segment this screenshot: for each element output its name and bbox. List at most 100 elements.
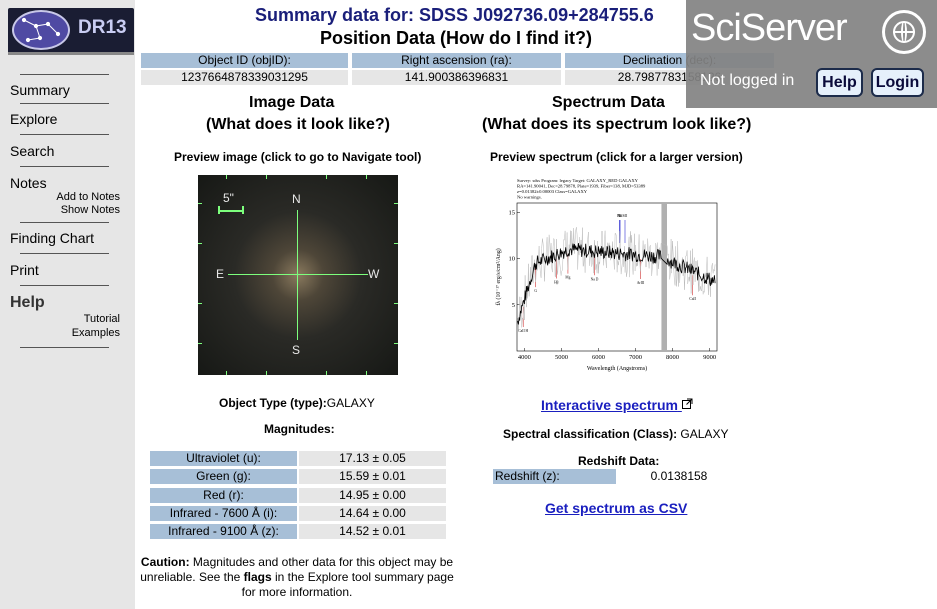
image-data-title: Image Data <box>249 94 335 111</box>
masked-region <box>661 203 667 351</box>
nav-print[interactable]: Print <box>10 262 39 278</box>
x-tick-label: 9000 <box>703 354 716 361</box>
nav-divider <box>20 253 109 254</box>
redshift-title: Redshift Data: <box>578 454 660 468</box>
mag-label-z: Infrared - 9100 Å (z): <box>150 524 297 539</box>
nav-examples[interactable]: Examples <box>71 327 120 339</box>
nav-add-to-notes[interactable]: Add to Notes <box>56 191 120 203</box>
summary-title: Summary data for: SDSS J092736.09+284755… <box>255 5 654 25</box>
external-link-icon <box>681 398 693 409</box>
preview-image-caption: Preview image (click to go to Navigate t… <box>174 150 422 164</box>
nav-divider <box>20 347 109 348</box>
redshift-label: Redshift (z): <box>493 469 616 484</box>
mag-label-r: Red (r): <box>150 488 297 503</box>
spectral-line-label: Mg <box>565 276 570 280</box>
magnitudes-title: Magnitudes: <box>264 422 335 436</box>
crosshair-vertical <box>297 210 298 340</box>
interactive-spectrum-link[interactable]: Interactive spectrum <box>541 397 693 413</box>
x-tick-label: 4000 <box>518 354 531 361</box>
mag-label-u: Ultraviolet (u): <box>150 451 297 466</box>
spectrum-noise <box>517 227 716 331</box>
caution-text: tool summary page for more information. <box>241 570 454 599</box>
spectral-class: Spectral classification (Class): GALAXY <box>503 427 728 441</box>
spectrum-header-line: z=0.01382±0.00003 Class=GALAXY <box>517 189 588 194</box>
constellation-icon <box>12 10 70 50</box>
y-tick-label: 5 <box>512 302 515 309</box>
nav-finding-chart[interactable]: Finding Chart <box>10 230 95 246</box>
flags-link[interactable]: flags <box>243 570 272 584</box>
spectral-line-label: ArIII <box>637 281 645 285</box>
y-axis-label: fλ (10⁻¹⁷ erg/s/cm²/Ang) <box>495 248 502 305</box>
x-tick-label: 5000 <box>555 354 568 361</box>
spectral-line-label: NII <box>618 214 624 218</box>
nav-divider <box>20 285 109 286</box>
nav-divider <box>20 103 109 104</box>
globe-icon <box>882 10 926 54</box>
caution-text: in the <box>271 570 308 584</box>
spectrum-data-title: Spectrum Data <box>552 94 665 111</box>
login-button[interactable]: Login <box>871 68 924 97</box>
plot-frame <box>516 202 718 352</box>
scale-bar-end <box>242 206 244 214</box>
compass-north: N <box>292 192 301 206</box>
nav-explore[interactable]: Explore <box>10 111 58 127</box>
mag-value-z: 14.52 ± 0.01 <box>299 524 446 539</box>
interactive-spectrum-text[interactable]: Interactive spectrum <box>541 397 678 413</box>
spectrum-csv-link[interactable]: Get spectrum as CSV <box>545 500 688 516</box>
spectral-line-label: Hβ <box>554 280 559 284</box>
object-type-value: GALAXY <box>326 396 375 410</box>
x-tick-label: 8000 <box>666 354 679 361</box>
compass-east: E <box>216 267 225 281</box>
objid-value: 1237664878339031295 <box>141 70 348 85</box>
scale-label: 5" <box>223 191 234 205</box>
preview-spectrum[interactable]: Survey: sdss Program: legacy Target: GAL… <box>487 175 722 375</box>
spectral-line-label: CaII H <box>518 329 528 333</box>
compass-west: W <box>368 267 380 281</box>
sciserver-logo: SciServer <box>691 7 848 49</box>
help-button[interactable]: Help <box>816 68 863 97</box>
dr13-logo[interactable]: DR13 <box>8 8 134 52</box>
spectrum-data-subtitle: (What does its spectrum look like?) <box>482 116 752 133</box>
mag-value-r: 14.95 ± 0.00 <box>299 488 446 503</box>
nav-summary[interactable]: Summary <box>10 82 70 98</box>
x-axis-label: Wavelength (Angstroms) <box>587 365 647 372</box>
spectrum-flux <box>517 242 716 325</box>
preview-image[interactable]: 5" N S E W <box>198 175 398 375</box>
nav-divider <box>20 134 109 135</box>
nav-search[interactable]: Search <box>10 143 55 159</box>
scale-bar <box>218 210 244 212</box>
spectral-line-label: CaII <box>689 297 696 301</box>
sciserver-panel: SciServer Not logged in Help Login <box>686 0 937 108</box>
nav-help[interactable]: Help <box>10 294 45 311</box>
redshift-value: 0.0138158 <box>618 469 740 484</box>
caution-text: Magnitudes and other data for this objec… <box>140 555 454 584</box>
nav-notes[interactable]: Notes <box>10 175 47 191</box>
object-type: Object Type (type):GALAXY <box>219 396 375 410</box>
object-type-label: Object Type (type): <box>219 396 327 410</box>
position-title: Position Data (How do I find it?) <box>320 28 592 48</box>
compass-south: S <box>292 343 301 357</box>
spectrum-header-line: Survey: sdss Program: legacy Target: GAL… <box>517 178 639 183</box>
mag-label-g: Green (g): <box>150 469 297 484</box>
caution-note: Caution: Magnitudes and other data for t… <box>137 555 457 600</box>
explore-link[interactable]: Explore <box>307 570 349 584</box>
mag-value-g: 15.59 ± 0.01 <box>299 469 446 484</box>
spectrum-header-line: RA=141.90041, Dec=28.79878, Plate=1939, … <box>517 184 646 190</box>
nav-divider <box>20 222 109 223</box>
image-data-subtitle: (What does it look like?) <box>206 116 391 133</box>
caution-label: Caution: <box>140 555 190 569</box>
spectral-line-label: G <box>534 289 537 293</box>
nav-show-notes[interactable]: Show Notes <box>60 204 120 216</box>
spectral-class-value: GALAXY <box>680 427 729 441</box>
ra-value: 141.900386396831 <box>352 70 561 85</box>
nav-divider <box>20 166 109 167</box>
logo-shadow <box>8 52 134 55</box>
mag-value-i: 14.64 ± 0.00 <box>299 506 446 521</box>
mag-value-u: 17.13 ± 0.05 <box>299 451 446 466</box>
nav-tutorial[interactable]: Tutorial <box>83 313 120 325</box>
login-status: Not logged in <box>700 72 795 89</box>
crosshair-horizontal <box>228 274 368 275</box>
sidebar: DR13 Summary Explore Search Notes Add to… <box>0 0 135 609</box>
nav-divider <box>20 74 109 75</box>
objid-header: Object ID (objID): <box>141 53 348 68</box>
